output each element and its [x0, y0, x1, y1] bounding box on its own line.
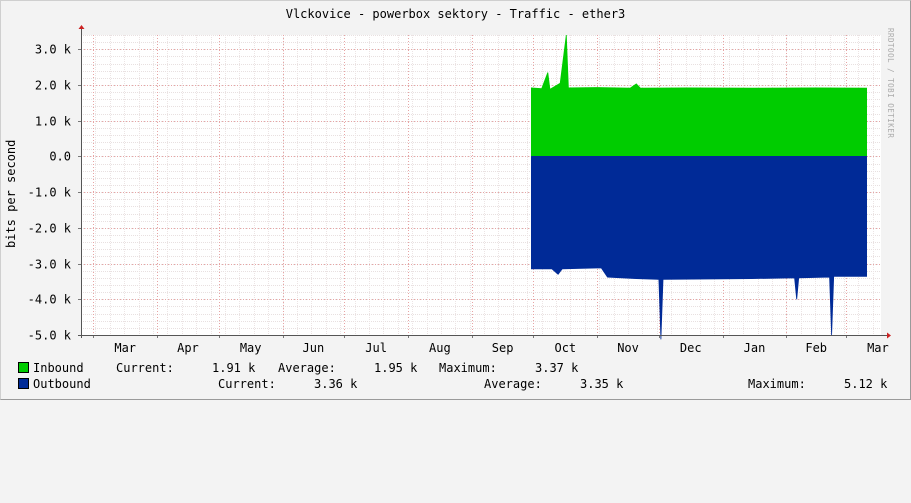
x-tick-label: Mar [867, 341, 889, 355]
x-tick-label: Mar [114, 341, 136, 355]
x-tick-label: Jan [744, 341, 766, 355]
outbound-maximum-label: Maximum: [748, 377, 806, 391]
x-tick-label: May [240, 341, 262, 355]
traffic-chart: 3.0 k 2.0 k 1.0 k 0.0 -1.0 k -2.0 k -3.0 k -4.0… [28, 25, 891, 356]
outbound-current-label: Current: [218, 377, 276, 391]
outbound-name: Outbound [33, 377, 91, 391]
chart-title: Vlckovice - powerbox sektory - Traffic -… [285, 7, 626, 21]
outbound-average-value: 3.35 k [580, 377, 624, 391]
x-tick-label: Aug [429, 341, 451, 355]
outbound-current-value: 3.36 k [314, 377, 358, 391]
x-tick-label: Sep [492, 341, 514, 355]
inbound-maximum-label: Maximum: [439, 361, 497, 375]
x-tick-label: Dec [680, 341, 702, 355]
x-tick-label: Feb [805, 341, 827, 355]
x-tick-label: Nov [617, 341, 639, 355]
inbound-maximum-value: 3.37 k [535, 361, 579, 375]
inbound-average-value: 1.95 k [374, 361, 418, 375]
y-tick-label: 2.0 k [35, 79, 72, 93]
inbound-current-label: Current: [116, 361, 174, 375]
x-tick-label: Jun [303, 341, 325, 355]
tick-labels: 3.0 k 2.0 k 1.0 k 0.0 -1.0 k -2.0 k -3.0 k -4.0… [28, 43, 889, 356]
series-area-outbound [531, 156, 867, 340]
y-tick-label: 3.0 k [35, 43, 72, 57]
inbound-swatch [18, 362, 29, 373]
axes [78, 25, 891, 339]
outbound-swatch [18, 378, 29, 389]
inbound-current-value: 1.91 k [212, 361, 256, 375]
outbound-maximum-value: 5.12 k [844, 377, 888, 391]
series-areas [531, 34, 867, 340]
inbound-average-label: Average: [278, 361, 336, 375]
x-tick-label: Jul [365, 341, 387, 355]
y-tick-label: 0.0 [49, 150, 71, 164]
x-tick-label: Apr [177, 341, 199, 355]
outbound-average-label: Average: [484, 377, 542, 391]
y-tick-label: -2.0 k [28, 222, 72, 236]
y-tick-label: -4.0 k [28, 293, 72, 307]
y-tick-label: 1.0 k [35, 115, 72, 129]
legend-outbound: Outbound Current: 3.36 k Average: 3.35 k… [18, 377, 887, 391]
y-tick-label: -5.0 k [28, 329, 72, 343]
series-area-inbound [531, 34, 867, 157]
y-tick-label: -3.0 k [28, 258, 72, 272]
x-axis-arrow [887, 332, 891, 339]
inbound-name: Inbound [33, 361, 84, 375]
y-axis-arrow [78, 25, 85, 29]
x-tick-label: Oct [554, 341, 576, 355]
y-tick-label: -1.0 k [28, 186, 72, 200]
legend-inbound: Inbound Current: 1.91 k Average: 1.95 k … [18, 361, 578, 375]
